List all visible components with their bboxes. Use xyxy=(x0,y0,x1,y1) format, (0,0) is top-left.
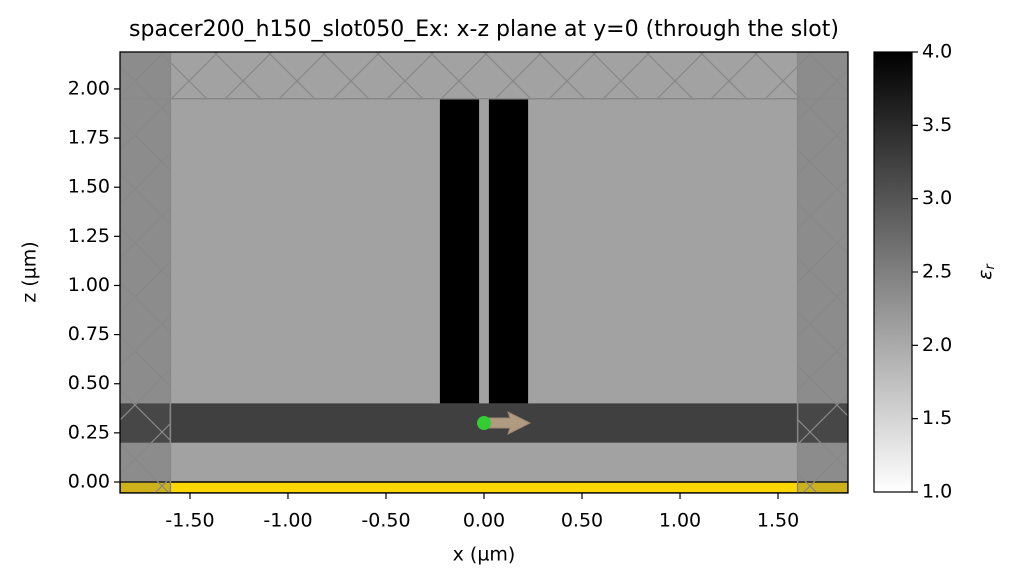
x-tick-label: 1.00 xyxy=(659,510,701,532)
x-tick-label: 1.50 xyxy=(757,510,799,532)
pml-right-hatch xyxy=(797,52,848,493)
x-tick-label: -0.50 xyxy=(361,510,410,532)
colorbar-label: εr xyxy=(974,263,998,280)
substrate xyxy=(120,481,848,493)
y-tick-label: 0.25 xyxy=(68,421,110,443)
chart-title: spacer200_h150_slot050_Ex: x-z plane at … xyxy=(129,17,839,42)
y-tick-label: 1.00 xyxy=(68,274,110,296)
y-tick-label: 0.75 xyxy=(68,323,110,345)
x-tick-label: 0.50 xyxy=(561,510,603,532)
y-tick-label: 1.50 xyxy=(68,176,110,198)
x-axis-label: x (µm) xyxy=(453,544,516,566)
x-tick-label: -1.00 xyxy=(263,510,312,532)
pml-left-hatch xyxy=(120,52,171,493)
colorbar xyxy=(873,51,913,493)
axes: -1.50 -1.00 -0.50 0.00 0.50 1.00 1.50 0.00 0.25 0… xyxy=(68,41,953,532)
colorbar-tick-label: 1.0 xyxy=(922,481,952,503)
source xyxy=(477,416,491,431)
colorbar-symbol: ε xyxy=(974,270,996,280)
structure xyxy=(439,98,480,404)
colorbar-tick-label: 3.0 xyxy=(922,187,952,209)
colorbar-tick-label: 2.0 xyxy=(922,334,952,356)
x-tick-label: -1.50 xyxy=(165,510,214,532)
pml-top-hatch xyxy=(120,52,848,99)
y-tick-label: 1.25 xyxy=(68,225,110,247)
x-tick-label: 0.00 xyxy=(463,510,505,532)
colorbar-subscript: r xyxy=(983,263,998,270)
colorbar-tick-label: 4.0 xyxy=(922,41,952,63)
structure xyxy=(488,98,529,404)
y-tick-label: 0.00 xyxy=(68,470,110,492)
colorbar-tick-label: 3.5 xyxy=(922,114,952,136)
colorbar-tick-label: 2.5 xyxy=(922,261,952,283)
plot-area xyxy=(120,52,848,493)
y-tick-label: 1.75 xyxy=(68,127,110,149)
y-tick-label: 2.00 xyxy=(68,77,110,99)
y-axis-label: z (µm) xyxy=(19,241,41,302)
colorbar-tick-label: 1.5 xyxy=(922,407,952,429)
y-tick-label: 0.50 xyxy=(68,372,110,394)
